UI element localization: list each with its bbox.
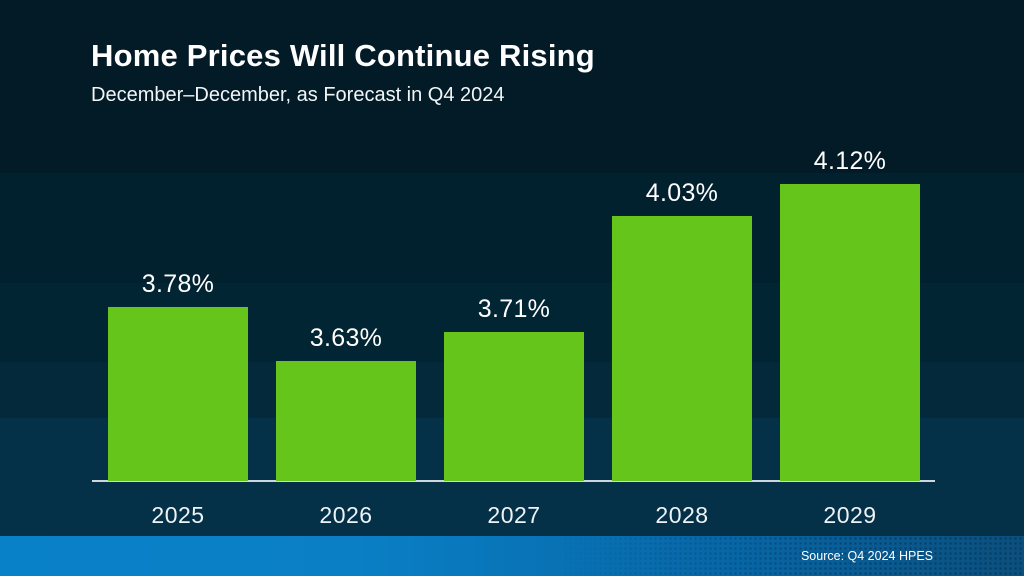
bar-value-label-2028: 4.03% (645, 179, 719, 207)
footer-bar: Source: Q4 2024 HPES (0, 536, 1024, 576)
chart-title: Home Prices Will Continue Rising (91, 38, 595, 73)
bar-value-label-2029: 4.12% (813, 147, 887, 175)
x-axis-tick-label-2027: 2027 (487, 502, 541, 528)
bar-2029 (780, 184, 920, 481)
bar-value-label-2026: 3.63% (309, 324, 383, 352)
chart-subtitle: December–December, as Forecast in Q4 202… (91, 84, 505, 106)
x-axis-tick-label-2025: 2025 (151, 502, 205, 528)
bar-2026 (276, 361, 416, 481)
bar-value-label-2025: 3.78% (141, 270, 215, 298)
bar-2025 (108, 307, 248, 481)
x-axis-tick-label-2029: 2029 (823, 502, 877, 528)
bar-2028 (612, 216, 752, 481)
bar-value-label-2027: 3.71% (477, 295, 551, 323)
x-axis-tick-label-2028: 2028 (655, 502, 709, 528)
halftone-pattern (552, 536, 1024, 576)
bar-2027 (444, 332, 584, 481)
x-axis-line (92, 480, 935, 482)
x-axis-tick-label-2026: 2026 (319, 502, 373, 528)
source-text: Source: Q4 2024 HPES (800, 549, 933, 563)
